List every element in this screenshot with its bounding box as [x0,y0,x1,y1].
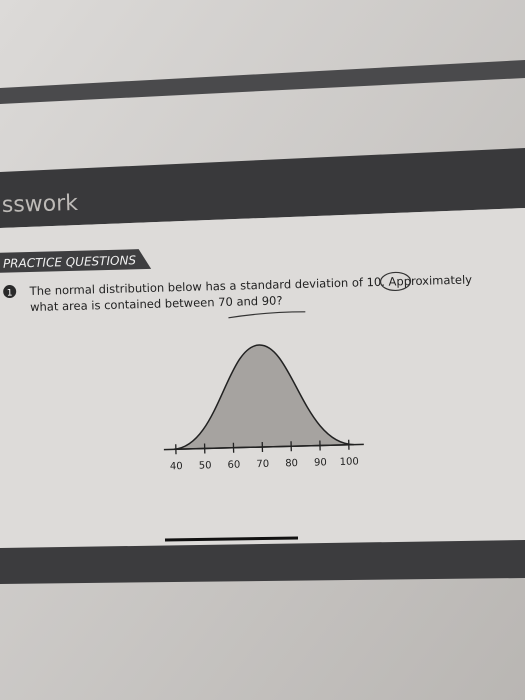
worksheet: PRACTICE QUESTIONS 1 The normal distribu… [0,249,472,472]
tick-label: 50 [199,460,212,471]
tick-label: 90 [314,457,327,468]
bottom-band [0,540,525,584]
question-line: what area is contained between 70 and 90… [30,293,283,314]
section-banner [0,249,152,273]
question-number: 1 [7,288,13,298]
header-band [0,148,525,228]
question-badge [3,285,17,299]
tick-label: 80 [285,458,298,469]
tick-label: 70 [256,459,269,470]
bell-curve-figure: 40 50 60 70 80 90 100 [163,344,364,472]
header-title: sswork [2,191,79,218]
bell-curve [173,344,354,451]
pen-circle [379,271,412,292]
answer-line [164,536,299,542]
pen-underline [228,311,306,319]
axis [163,443,364,451]
section-title: PRACTICE QUESTIONS [3,253,137,270]
top-band [0,60,525,104]
tick-label: 100 [340,456,359,467]
tick-label: 40 [170,461,183,472]
tick-label: 60 [227,460,240,471]
